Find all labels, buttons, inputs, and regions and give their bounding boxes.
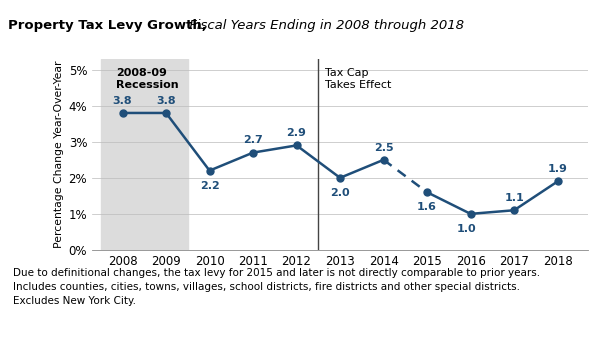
Text: 1.0: 1.0 <box>456 224 476 234</box>
Text: 2.9: 2.9 <box>287 128 307 138</box>
Text: 1.1: 1.1 <box>504 193 524 203</box>
Text: 3.8: 3.8 <box>113 96 132 106</box>
Text: Due to definitional changes, the tax levy for 2015 and later is not directly com: Due to definitional changes, the tax lev… <box>13 268 540 306</box>
Text: 3.8: 3.8 <box>156 96 176 106</box>
Y-axis label: Percentage Change Year-Over-Year: Percentage Change Year-Over-Year <box>55 61 64 248</box>
Text: 1.9: 1.9 <box>548 164 567 174</box>
Text: 1.6: 1.6 <box>417 202 437 212</box>
Text: 2.2: 2.2 <box>200 181 219 191</box>
Text: 2008-09
Recession: 2008-09 Recession <box>116 68 179 90</box>
Text: 2.7: 2.7 <box>243 135 263 145</box>
Bar <box>101 59 188 250</box>
Text: Property Tax Levy Growth,: Property Tax Levy Growth, <box>8 19 207 31</box>
Text: Fiscal Years Ending in 2008 through 2018: Fiscal Years Ending in 2008 through 2018 <box>185 19 464 31</box>
Text: 2.5: 2.5 <box>374 142 393 152</box>
Text: Tax Cap
Takes Effect: Tax Cap Takes Effect <box>325 68 391 90</box>
Text: 2.0: 2.0 <box>330 188 350 198</box>
